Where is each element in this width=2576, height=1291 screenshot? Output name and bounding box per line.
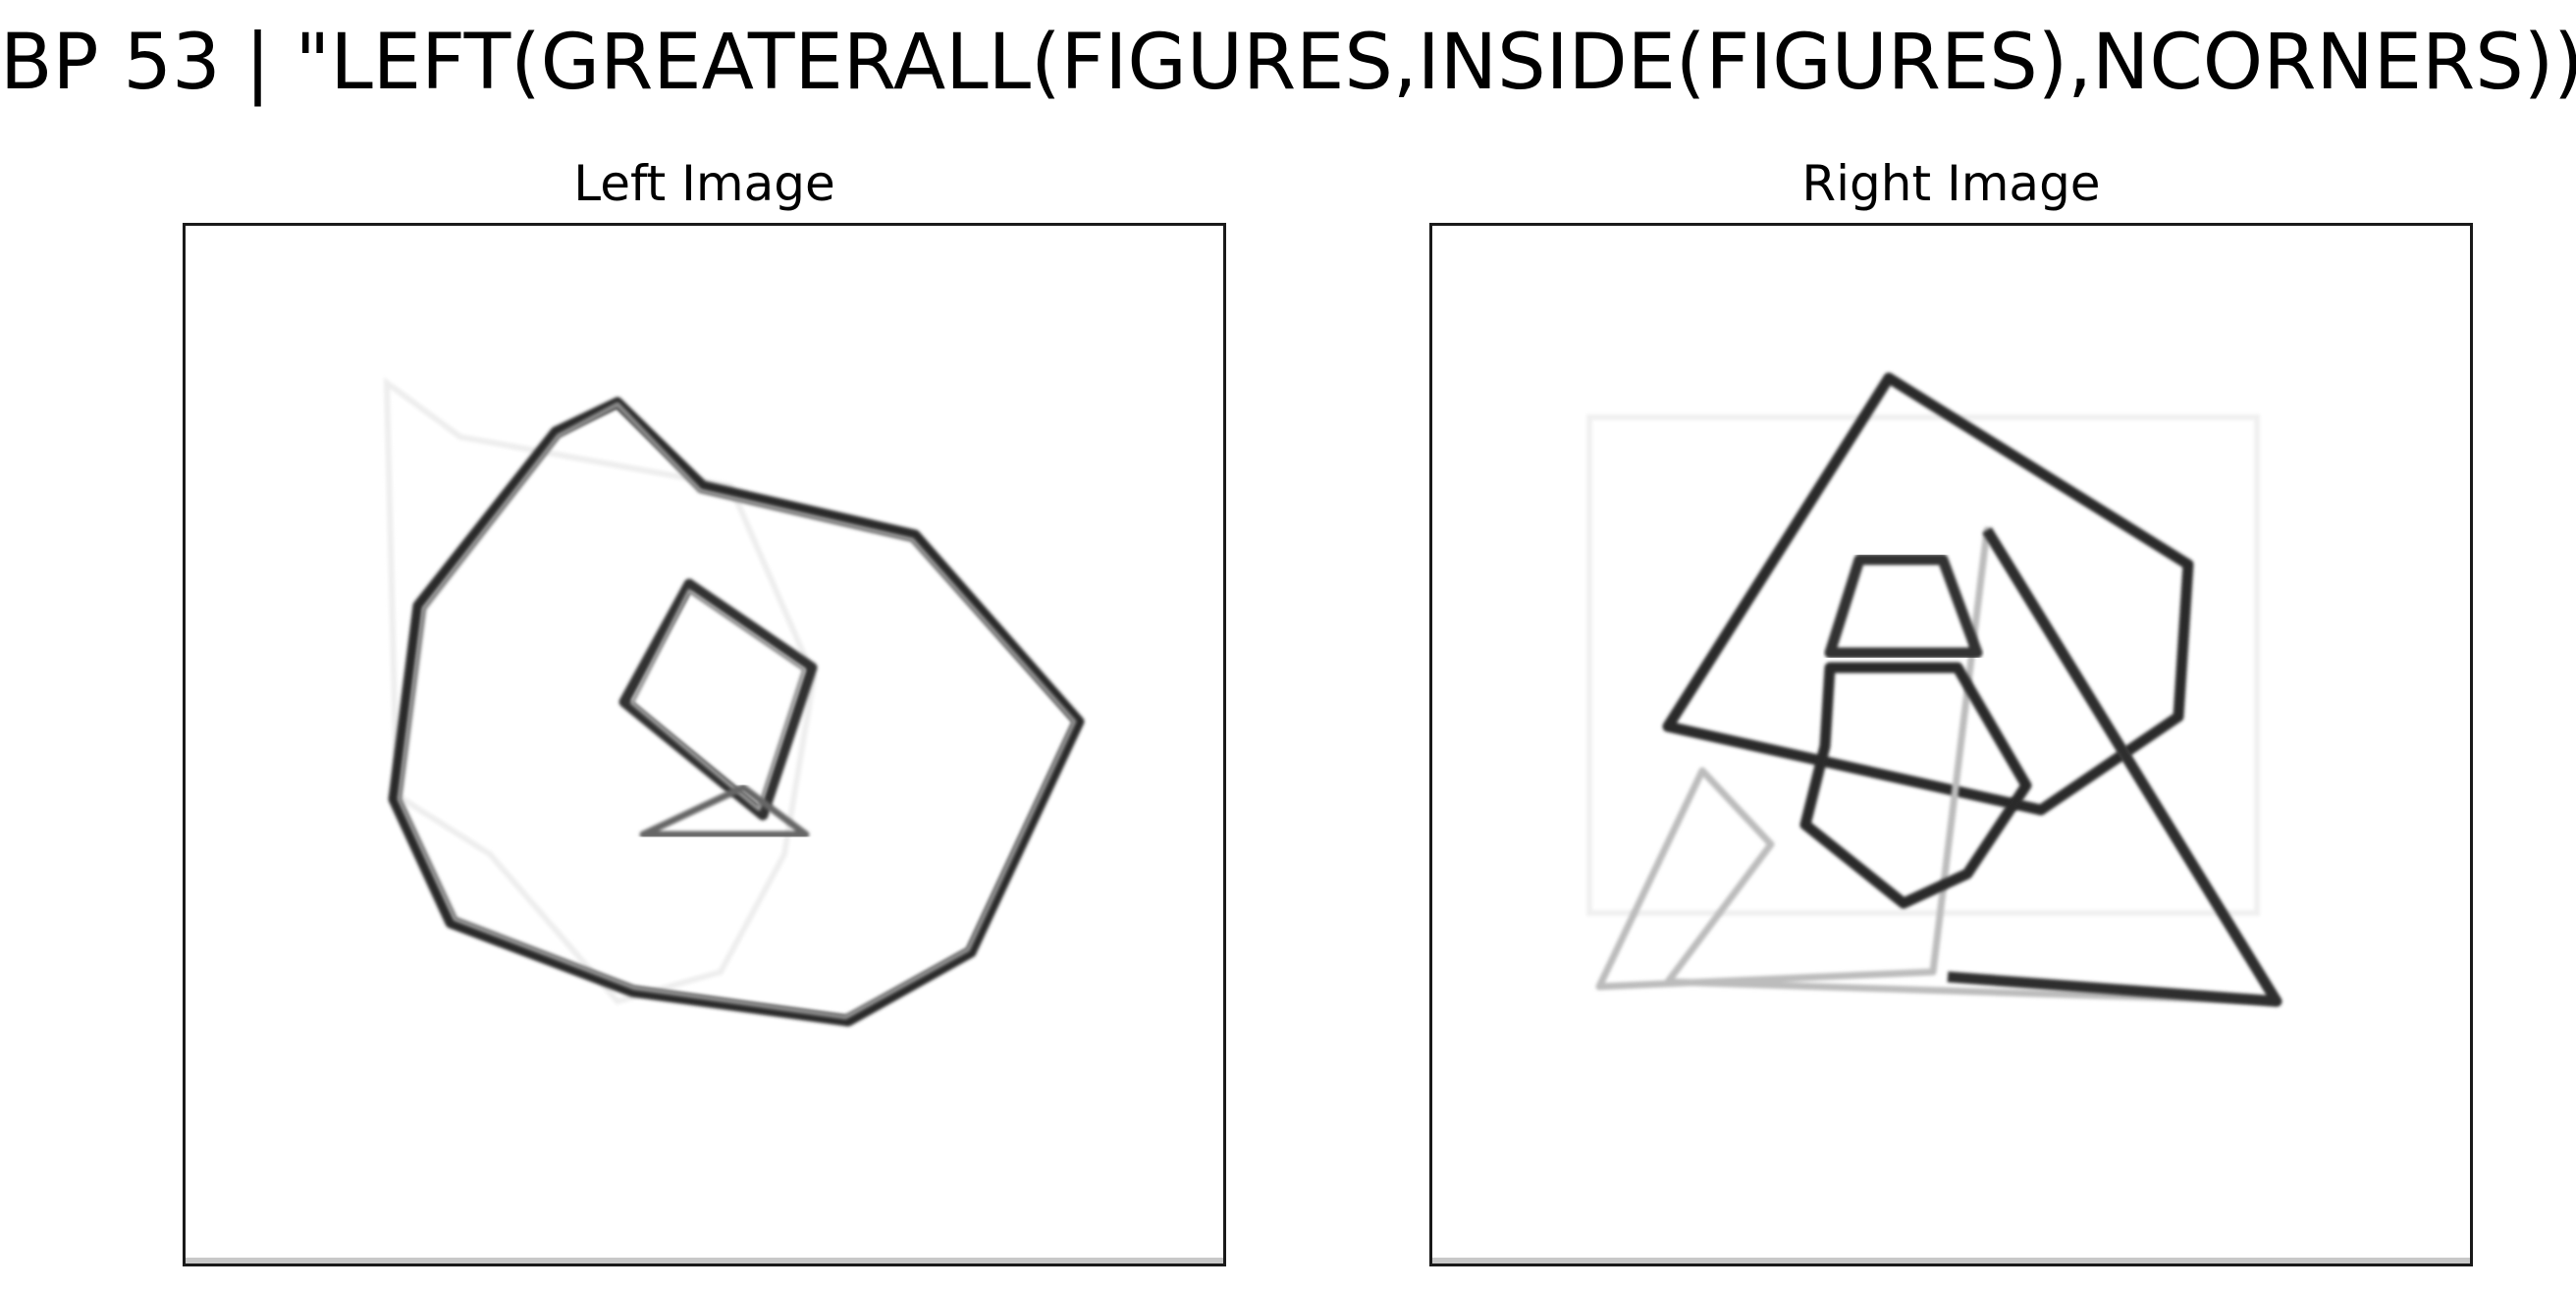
outer-pentagon	[1662, 372, 2194, 816]
left-image-title: Left Image	[573, 155, 835, 212]
left-image-drawing	[383, 376, 1085, 1027]
right-image-title: Right Image	[1801, 155, 2101, 212]
left-image-panel	[183, 223, 1226, 1266]
figure-title: BP 53 | "LEFT(GREATERALL(FIGURES,INSIDE(…	[0, 19, 2576, 107]
inner-triangle	[639, 783, 810, 838]
inner-quadrilateral	[618, 578, 818, 821]
ghost-outline	[383, 376, 818, 1005]
right-image-drawing	[1586, 372, 2282, 1007]
inner-quadrilateral-shadow	[630, 589, 806, 811]
outer-triangle	[1595, 526, 2281, 1005]
ghost-rectangle	[1586, 414, 2260, 916]
outer-polygon-shadow	[397, 402, 1077, 1020]
right-image-panel	[1429, 223, 2473, 1266]
inner-heptagon	[1799, 662, 2032, 909]
outer-polygon	[388, 397, 1085, 1027]
right-triangle	[1947, 527, 2282, 1007]
panel-bottom-edge	[1432, 1258, 2470, 1264]
inner-trapezoid	[1824, 554, 1983, 659]
panel-bottom-edge	[186, 1258, 1223, 1264]
